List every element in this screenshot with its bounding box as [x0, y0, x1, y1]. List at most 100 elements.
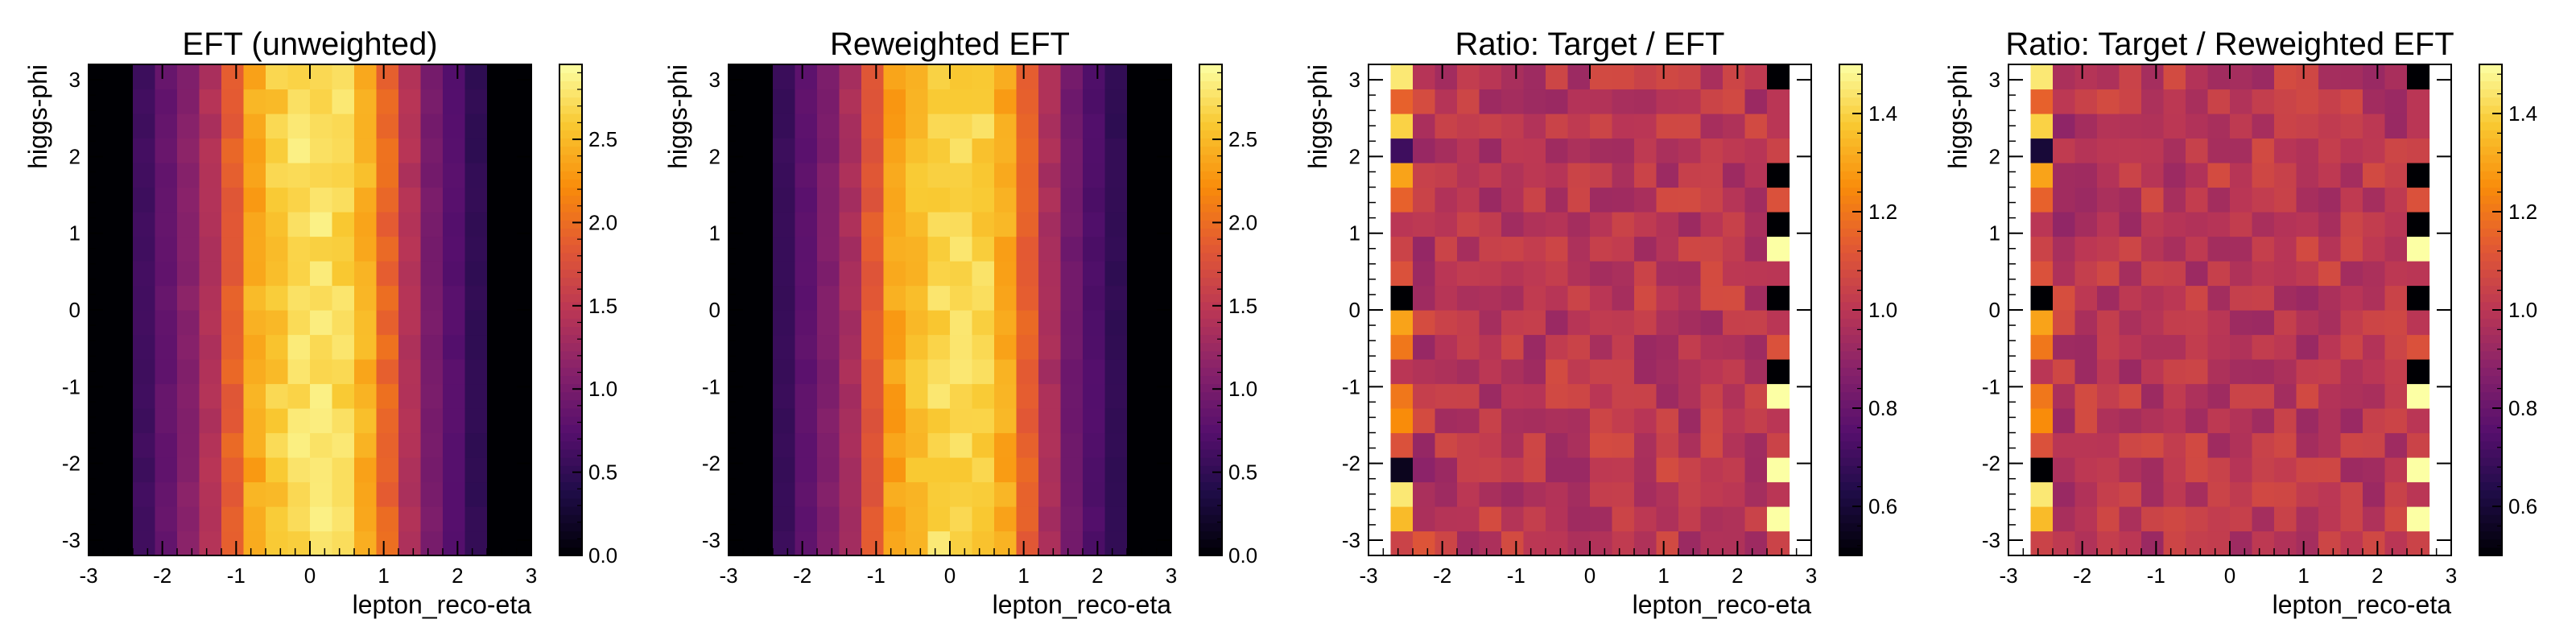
heatmap-cell — [1083, 236, 1106, 262]
colorbar-segment — [2479, 350, 2502, 360]
y-tick-label: 2 — [709, 144, 720, 168]
heatmap-cell — [773, 163, 796, 188]
heatmap-cell — [1523, 457, 1546, 483]
heatmap-cell — [155, 114, 178, 139]
heatmap-cell — [906, 285, 929, 311]
heatmap-cell — [1744, 481, 1768, 507]
heatmap-cell — [1457, 506, 1480, 532]
heatmap-cell — [1127, 187, 1150, 213]
heatmap-cell — [1678, 383, 1702, 409]
heatmap-cell — [287, 383, 311, 409]
heatmap-cell — [2119, 212, 2142, 237]
heatmap-cell — [1413, 64, 1436, 90]
heatmap-cell — [332, 261, 355, 287]
heatmap-cell — [1678, 457, 1702, 483]
heatmap-cell — [221, 457, 245, 483]
colorbar-segment — [2479, 171, 2502, 180]
heatmap-cell — [1567, 481, 1591, 507]
heatmap-cell — [310, 163, 333, 188]
heatmap-cell — [1457, 481, 1480, 507]
heatmap-cell — [1390, 187, 1414, 213]
heatmap-cell — [1104, 408, 1128, 434]
colorbar-segment — [1839, 187, 1862, 196]
colorbar-segment — [1199, 342, 1222, 352]
heatmap-cell — [1590, 432, 1613, 458]
heatmap-cell — [2119, 236, 2142, 262]
heatmap-cell — [1590, 359, 1613, 385]
heatmap-cell — [2340, 432, 2363, 458]
colorbar-segment — [2479, 539, 2502, 548]
x-tick-label: 3 — [1806, 564, 1817, 588]
heatmap-cell — [2141, 506, 2165, 532]
heatmap-cell — [1016, 285, 1039, 311]
heatmap-cell — [795, 212, 818, 237]
heatmap-cell — [332, 163, 355, 188]
heatmap-cell — [376, 359, 399, 385]
colorbar-segment — [559, 72, 582, 81]
heatmap-cell — [1083, 408, 1106, 434]
heatmap-cell — [906, 408, 929, 434]
heatmap-cell — [2363, 138, 2386, 163]
heatmap-cell — [1501, 163, 1525, 188]
heatmap-cell — [1038, 334, 1062, 360]
heatmap-cell — [89, 383, 112, 409]
heatmap-cell — [2074, 310, 2098, 336]
heatmap-cell — [1479, 408, 1502, 434]
heatmap-cell — [2252, 481, 2275, 507]
y-tick-label: 2 — [1349, 144, 1360, 168]
heatmap-cell — [2030, 163, 2054, 188]
colorbar-segment — [1839, 80, 1862, 90]
heatmap-cell — [1523, 285, 1546, 311]
colorbar-segment — [559, 228, 582, 237]
heatmap-cell — [243, 530, 266, 556]
heatmap-cell — [795, 285, 818, 311]
heatmap-cell — [1612, 64, 1635, 90]
colorbar-tick-label: 0.5 — [1228, 460, 1257, 485]
heatmap-cell — [927, 359, 951, 385]
heatmap-cell — [1457, 530, 1480, 556]
heatmap-cell — [1390, 163, 1414, 188]
heatmap-cell — [2274, 261, 2297, 287]
heatmap-cell — [2119, 261, 2142, 287]
x-tick-label: -2 — [2073, 564, 2091, 588]
colorbar-segment — [559, 154, 582, 163]
colorbar-segment — [1839, 228, 1862, 237]
colorbar-segment — [1839, 89, 1862, 98]
heatmap-cell — [1523, 261, 1546, 287]
heatmap-cell — [839, 506, 862, 532]
heatmap-cell — [2207, 310, 2231, 336]
heatmap-cell — [310, 457, 333, 483]
heatmap-cell — [133, 261, 156, 287]
heatmap-cell — [1038, 481, 1062, 507]
heatmap-cell — [2163, 481, 2186, 507]
heatmap-cell — [1390, 506, 1414, 532]
colorbar-segment — [1199, 293, 1222, 303]
heatmap-cell — [1590, 187, 1613, 213]
heatmap-cell — [1390, 530, 1414, 556]
heatmap-cell — [376, 187, 399, 213]
heatmap-cell — [1634, 261, 1657, 287]
heatmap-cell — [2318, 285, 2342, 311]
heatmap-cell — [2163, 310, 2186, 336]
heatmap-cell — [773, 89, 796, 114]
heatmap-cell — [994, 334, 1018, 360]
colorbar-tick-label: 1.0 — [2508, 298, 2537, 322]
heatmap-cell — [243, 187, 266, 213]
heatmap-cell — [1700, 310, 1724, 336]
heatmap-cell — [2030, 334, 2054, 360]
colorbar-segment — [1199, 350, 1222, 360]
heatmap-cell — [1523, 408, 1546, 434]
heatmap-cell — [1744, 261, 1768, 287]
heatmap-cell — [1723, 334, 1746, 360]
heatmap-cell — [398, 212, 422, 237]
colorbar-segment — [1839, 391, 1862, 401]
heatmap-cell — [133, 408, 156, 434]
heatmap-cell — [1567, 506, 1591, 532]
heatmap-cell — [2207, 530, 2231, 556]
heatmap-cell — [133, 212, 156, 237]
heatmap-cell — [1060, 138, 1084, 163]
heatmap-cell — [1767, 506, 1790, 532]
heatmap-cell — [1634, 89, 1657, 114]
heatmap-cell — [464, 359, 488, 385]
heatmap-cell — [1104, 261, 1128, 287]
